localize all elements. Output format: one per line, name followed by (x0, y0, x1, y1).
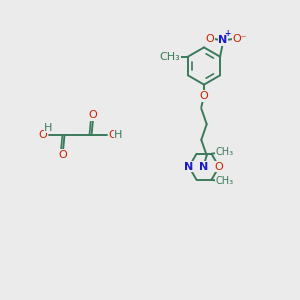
Text: +: + (224, 29, 230, 38)
Text: CH₃: CH₃ (215, 176, 233, 186)
Text: H: H (44, 123, 52, 134)
Text: O: O (109, 130, 118, 140)
Text: O: O (214, 162, 224, 172)
Text: O: O (205, 34, 214, 44)
Text: O: O (38, 130, 47, 140)
Text: N: N (218, 35, 228, 45)
Text: CH₃: CH₃ (215, 147, 233, 157)
Text: O: O (58, 149, 68, 160)
Text: N: N (184, 162, 194, 172)
Text: H: H (114, 130, 122, 140)
Text: O⁻: O⁻ (232, 34, 247, 44)
Text: N: N (200, 162, 208, 172)
Text: CH₃: CH₃ (160, 52, 180, 62)
Text: O: O (88, 110, 98, 121)
Text: O: O (200, 91, 208, 101)
